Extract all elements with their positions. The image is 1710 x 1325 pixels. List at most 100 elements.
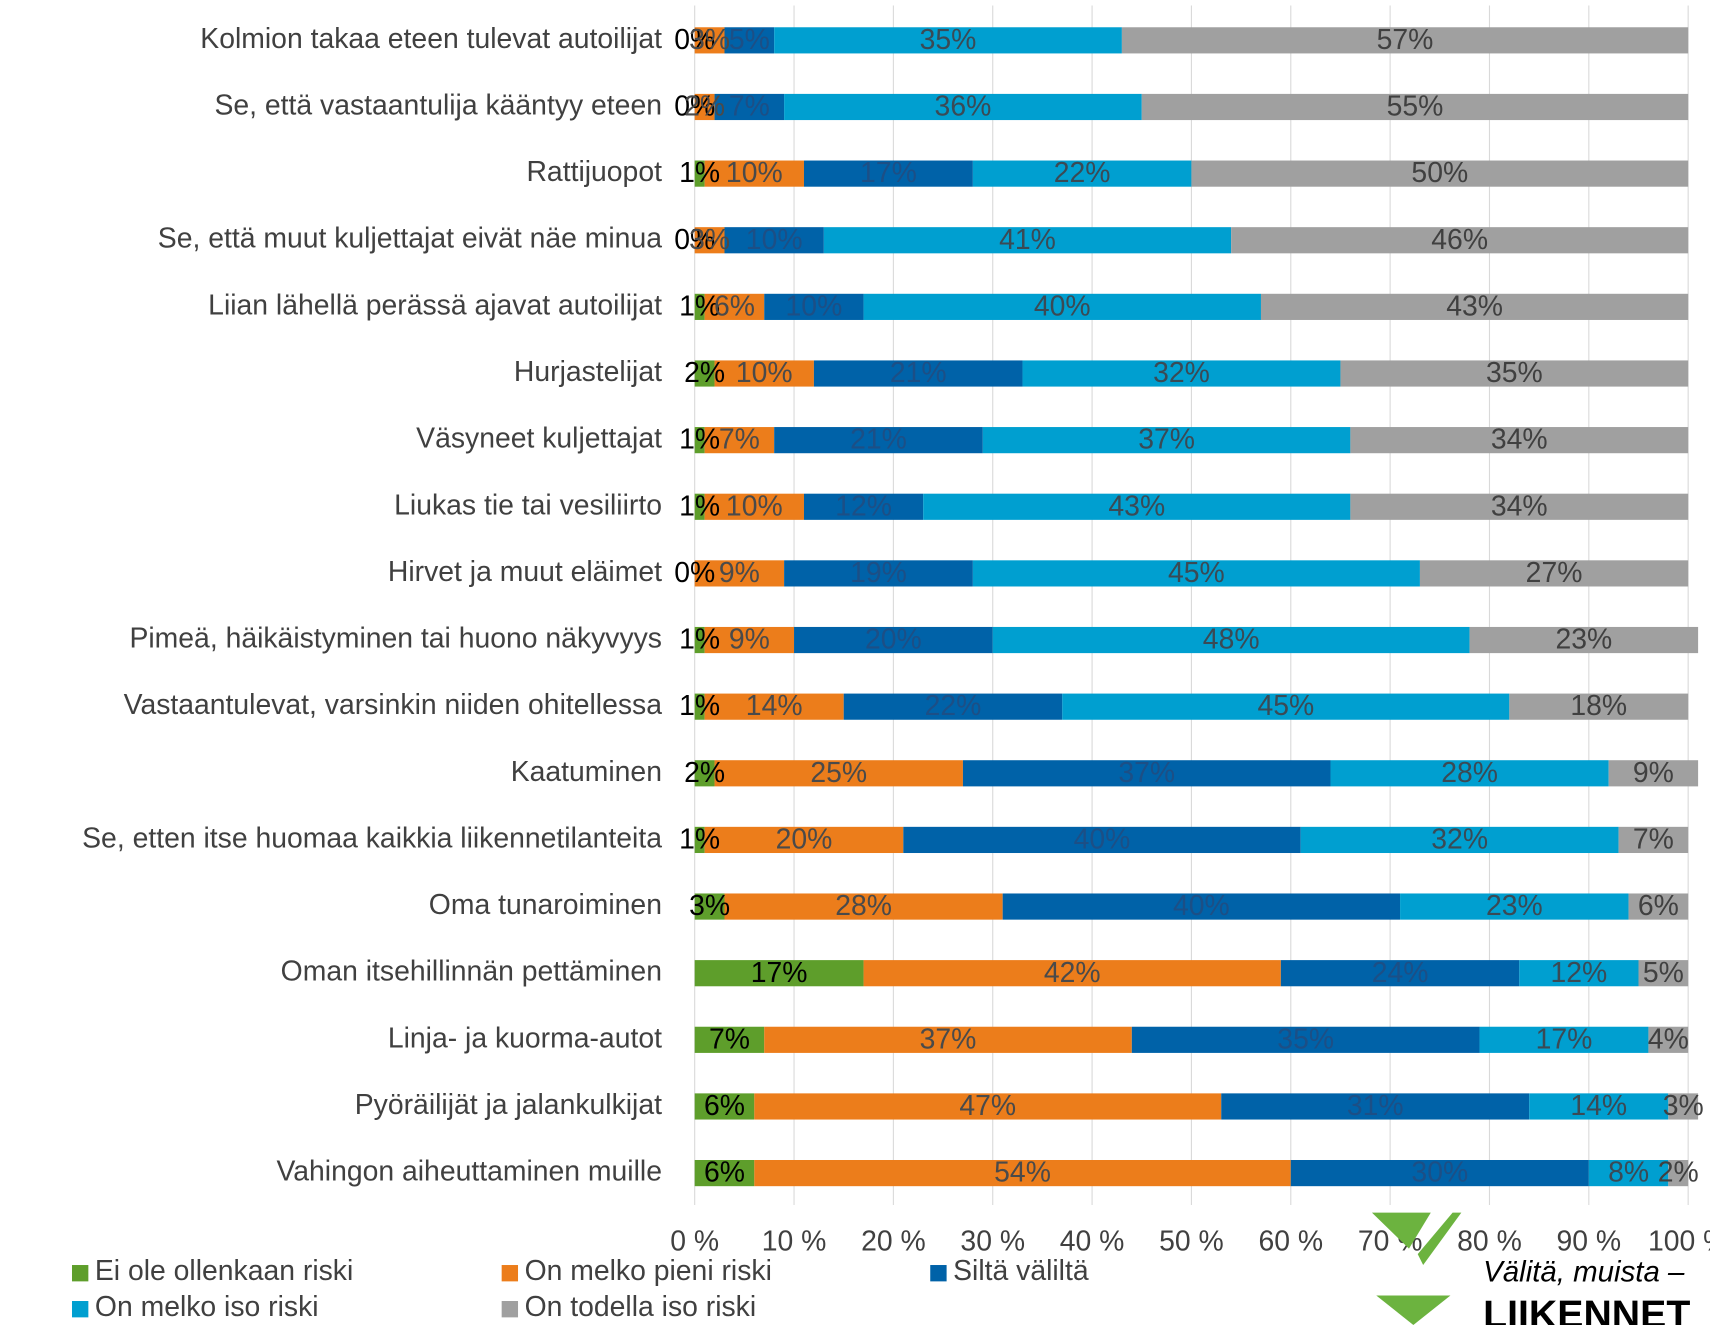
value-label: 1%	[679, 424, 720, 456]
bar-segment	[1648, 1026, 1689, 1053]
bar-segment	[1002, 893, 1401, 920]
value-label: 1%	[679, 624, 720, 656]
bar-segment	[1618, 826, 1689, 854]
value-label: 50%	[1411, 157, 1468, 189]
value-label: 27%	[1526, 557, 1583, 589]
value-label: 37%	[920, 1023, 977, 1055]
category-label: Oman itsehillinnän pettäminen	[281, 956, 662, 988]
bar-segment	[774, 427, 983, 454]
category-label: Hirvet ja muut eläimet	[388, 556, 662, 588]
bar-segment	[1062, 693, 1510, 720]
bar-segment	[1121, 27, 1689, 54]
value-label: 21%	[850, 424, 907, 456]
bar-segment	[724, 227, 824, 254]
bar-segment	[694, 227, 725, 254]
bar-segment	[694, 826, 705, 854]
value-label: 1%	[679, 290, 720, 322]
logo-chevron	[1417, 1212, 1462, 1266]
bar-segment	[1479, 1026, 1649, 1053]
bar-segment	[694, 427, 705, 454]
bar-segment	[1509, 693, 1689, 720]
bar-segment	[803, 493, 924, 520]
value-label: 8%	[1608, 1157, 1649, 1189]
bar-segment	[1668, 1093, 1699, 1120]
x-tick-label: 20 %	[861, 1226, 926, 1258]
category-label: Liian lähellä perässä ajavat autoilijat	[208, 289, 662, 321]
value-label: 10%	[726, 157, 783, 189]
bar-segment	[1608, 760, 1699, 787]
value-label: 46%	[1431, 224, 1488, 256]
value-label: 57%	[1377, 24, 1434, 56]
bar-segment	[1260, 293, 1689, 320]
value-label: 2%	[684, 757, 725, 789]
bar-segment	[1022, 360, 1341, 387]
value-label: 40%	[1173, 890, 1230, 922]
category-label: Liukas tie tai vesiliirto	[394, 489, 662, 521]
value-label: 14%	[746, 690, 803, 722]
bar-segment	[843, 693, 1063, 720]
category-label: Pyöräilijät ja jalankulkijat	[355, 1089, 662, 1121]
value-label: 54%	[994, 1157, 1051, 1189]
x-tick-label: 0 %	[670, 1226, 719, 1258]
logo: Välitä, muista – LIIKENNET	[1371, 1212, 1690, 1325]
bar-segment	[1628, 893, 1689, 920]
value-label: 48%	[1203, 624, 1260, 656]
bar-segment	[1231, 227, 1689, 254]
value-label: 5%	[729, 24, 770, 56]
bar-segment	[704, 293, 765, 320]
value-label: 6%	[1638, 890, 1679, 922]
bar-segment	[1191, 160, 1689, 187]
category-label: Se, että vastaantulija kääntyy eteen	[214, 89, 662, 121]
bar-segment	[704, 160, 804, 187]
value-label: 34%	[1491, 490, 1548, 522]
x-tick-label: 10 %	[762, 1226, 827, 1258]
category-label: Väsyneet kuljettajat	[416, 423, 662, 455]
value-label: 22%	[1054, 157, 1111, 189]
value-label: 43%	[1108, 490, 1165, 522]
bar-segment	[1350, 493, 1689, 520]
bar-segment	[714, 93, 785, 121]
value-label: 35%	[920, 24, 977, 56]
bar-segment	[1529, 1093, 1669, 1120]
value-label: 47%	[959, 1090, 1016, 1122]
value-label: 45%	[1257, 690, 1314, 722]
value-label: 2%	[1658, 1157, 1699, 1189]
value-label: 6%	[704, 1157, 745, 1189]
value-label: 9%	[1633, 757, 1674, 789]
bar-segment	[704, 693, 844, 720]
value-label: 7%	[719, 424, 760, 456]
value-label: 3%	[689, 224, 730, 256]
value-label: 6%	[714, 290, 755, 322]
value-label: 3%	[689, 890, 730, 922]
bar-segment	[694, 626, 705, 654]
bar-segment	[813, 360, 1023, 387]
value-label: 34%	[1491, 424, 1548, 456]
bar-segment	[694, 960, 864, 987]
value-label: 2%	[684, 357, 725, 389]
bar-segment	[694, 160, 705, 187]
category-label: Kaatuminen	[511, 756, 662, 788]
bar-segment	[694, 893, 725, 920]
x-tick-label: 60 %	[1258, 1226, 1323, 1258]
legend-swatch	[501, 1265, 519, 1282]
bar-segment	[1300, 826, 1619, 854]
bar-segment	[724, 27, 775, 54]
value-label: 17%	[751, 957, 808, 989]
bar-segment	[794, 626, 993, 654]
category-label: Pimeä, häikäistyminen tai huono näkyvyys	[129, 623, 662, 655]
category-label: Kolmion takaa eteen tulevat autoilijat	[200, 23, 662, 55]
bar-segment	[982, 427, 1351, 454]
category-label: Vahingon aiheuttaminen muille	[276, 1156, 662, 1188]
value-label: 31%	[1347, 1090, 1404, 1122]
bar-segment	[704, 427, 775, 454]
bar-segment	[1519, 960, 1639, 987]
value-label: 41%	[999, 224, 1056, 256]
value-label: 43%	[1446, 290, 1503, 322]
value-label: 9%	[719, 557, 760, 589]
bar-segment	[1400, 893, 1629, 920]
bar-segment	[694, 560, 785, 587]
bar-segment	[1290, 1160, 1589, 1187]
bar-segment	[694, 760, 715, 787]
legend-label: Ei ole ollenkaan riski	[95, 1255, 353, 1287]
